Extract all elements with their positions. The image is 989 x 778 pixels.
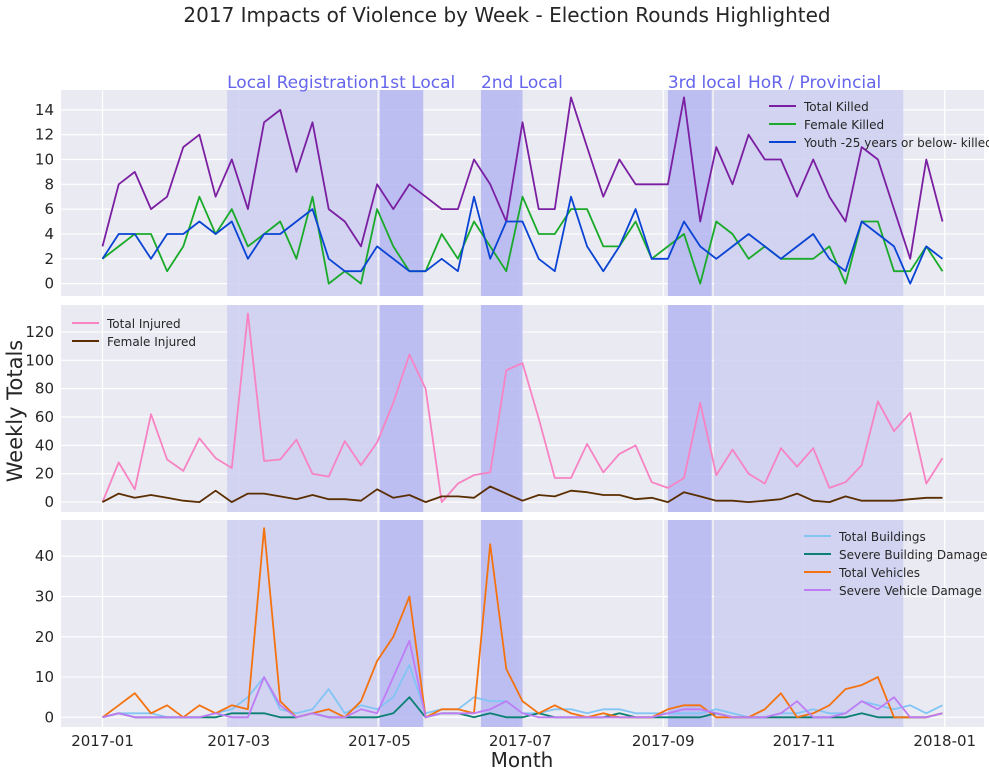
y-tick-label: 14 <box>35 101 54 119</box>
series-line-total-vehicles <box>101 527 943 719</box>
panel-1: 0 2 4 6 8 10 12 14 Total Killed Female Killed Yout… <box>35 90 989 296</box>
legend-label: Total Vehicles <box>838 566 920 580</box>
x-tick-label: 2017-09 <box>632 732 695 750</box>
panel-2: 0 20 40 60 80 100 120 Total Injured Female Injur… <box>25 305 984 512</box>
y-tick-label: 4 <box>44 225 54 243</box>
y-tick-label: 40 <box>35 547 54 565</box>
band-label: 2nd Local <box>481 73 563 93</box>
election-band <box>480 90 523 296</box>
legend: Total Buildings Severe Building Damage Tot… <box>804 530 987 598</box>
legend-label: Total Injured <box>106 317 181 331</box>
band-label: HoR / Provincial <box>748 73 881 93</box>
series-group <box>101 312 944 504</box>
election-band <box>714 90 904 296</box>
y-axis-label: Weekly Totals <box>3 340 27 482</box>
y-tick-label: 8 <box>44 175 54 193</box>
election-band <box>667 90 712 296</box>
series-line-female-killed <box>101 195 944 285</box>
election-band <box>227 305 378 512</box>
election-band <box>480 305 523 512</box>
y-tick-label: 30 <box>35 588 54 606</box>
y-tick-label: 20 <box>35 465 54 483</box>
series-group <box>101 527 943 719</box>
election-band <box>714 305 904 512</box>
series-line-total-injured <box>101 312 944 504</box>
y-tick-label: 6 <box>44 200 54 218</box>
band-labels: Local Registration 1st Local 2nd Local 3rd … <box>227 73 881 93</box>
election-band <box>480 520 523 727</box>
band-label: 1st Local <box>379 73 455 93</box>
legend-label: Female Killed <box>804 118 884 132</box>
x-tick-labels: 2017-01 2017-03 2017-05 2017-07 2017-09 2017-… <box>71 732 976 750</box>
panel-3: 0 10 20 30 40 Total Buildings Severe Building … <box>35 520 987 727</box>
x-tick-label: 2018-01 <box>913 732 976 750</box>
x-tick-label: 2017-01 <box>71 732 134 750</box>
election-band <box>379 90 424 296</box>
election-band <box>667 305 712 512</box>
y-tick-label: 100 <box>25 351 54 369</box>
y-tick-label: 0 <box>44 493 54 511</box>
y-tick-label: 2 <box>44 250 54 268</box>
series-line-severe-vehicle-damage <box>102 639 943 719</box>
series-line-youth-25-years-or-below-killed <box>101 195 944 285</box>
x-axis-label: Month <box>491 748 554 772</box>
y-tick-label: 0 <box>44 275 54 293</box>
election-band <box>379 305 424 512</box>
figure-title: 2017 Impacts of Violence by Week - Elect… <box>183 3 830 27</box>
election-band <box>227 90 378 296</box>
y-tick-label: 60 <box>35 408 54 426</box>
series-line-severe-building-damage <box>102 696 943 719</box>
band-label: 3rd local <box>668 73 741 93</box>
legend-label: Female Injured <box>107 335 196 349</box>
y-tick-label: 80 <box>35 380 54 398</box>
legend-label: Total Buildings <box>838 530 926 544</box>
legend-label: Total Killed <box>803 100 869 114</box>
election-band <box>667 520 712 727</box>
y-tick-label: 10 <box>35 150 54 168</box>
y-tick-label: 0 <box>44 708 54 726</box>
x-tick-label: 2017-05 <box>348 732 411 750</box>
band-label: Local Registration <box>227 73 379 93</box>
y-tick-label: 20 <box>35 628 54 646</box>
y-tick-label: 10 <box>35 668 54 686</box>
series-line-female-injured <box>102 485 943 504</box>
series-line-total-killed <box>101 96 944 260</box>
y-tick-label: 120 <box>25 323 54 341</box>
x-tick-label: 2017-11 <box>773 732 836 750</box>
panels: 0 2 4 6 8 10 12 14 Total Killed Female Killed Yout… <box>25 73 989 750</box>
series-group <box>101 96 944 285</box>
legend-label: Youth -25 years or below- killed <box>803 136 989 150</box>
election-band <box>379 520 424 727</box>
y-tick-label: 12 <box>35 126 54 144</box>
x-tick-label: 2017-07 <box>489 732 552 750</box>
legend: Total Injured Female Injured <box>72 317 196 349</box>
legend: Total Killed Female Killed Youth -25 years… <box>769 100 989 150</box>
legend-label: Severe Vehicle Damage <box>839 584 982 598</box>
y-tick-label: 40 <box>35 436 54 454</box>
legend-label: Severe Building Damage <box>839 548 987 562</box>
x-tick-label: 2017-03 <box>207 732 270 750</box>
